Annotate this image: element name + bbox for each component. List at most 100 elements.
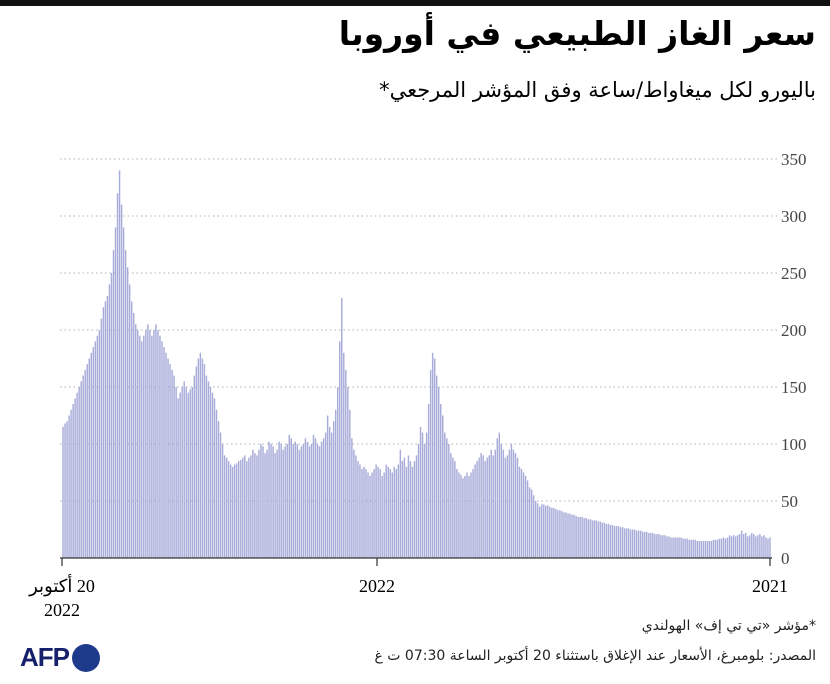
bar: [64, 423, 66, 558]
bar: [371, 472, 373, 558]
bar: [238, 461, 240, 558]
y-tick-label-300: 300: [781, 207, 807, 226]
bar: [466, 472, 468, 558]
bar: [318, 446, 321, 558]
bar: [522, 472, 525, 558]
bar: [120, 204, 123, 558]
bar: [153, 330, 155, 558]
afp-logo: AFP: [20, 642, 100, 673]
bar: [395, 469, 398, 558]
bar: [484, 461, 486, 558]
bar: [292, 444, 295, 558]
bar: [753, 534, 755, 558]
bar: [145, 330, 147, 558]
bar: [706, 540, 709, 558]
bar: [496, 438, 499, 558]
bar: [502, 449, 505, 558]
bar: [84, 369, 86, 558]
bar: [474, 464, 476, 558]
bar: [312, 434, 315, 558]
bar: [678, 537, 680, 558]
bar: [490, 449, 492, 558]
bar: [581, 516, 583, 558]
bar: [512, 449, 515, 558]
bar: [233, 464, 236, 558]
bar: [296, 444, 299, 558]
bar: [165, 352, 167, 558]
bar: [740, 530, 743, 558]
bar: [300, 446, 303, 558]
bar: [559, 510, 561, 558]
bar: [278, 441, 280, 558]
bar: [280, 444, 282, 558]
bar: [240, 459, 242, 558]
y-tick-label-100: 100: [781, 435, 807, 454]
bar: [761, 536, 763, 558]
x-tick-label-2021: 2021: [752, 576, 788, 596]
bar: [631, 529, 634, 558]
bar: [399, 449, 402, 558]
bar: [654, 534, 656, 558]
bar: [211, 392, 214, 558]
bar: [201, 358, 204, 558]
bar: [730, 536, 733, 558]
bar: [518, 466, 521, 558]
bar: [419, 426, 422, 558]
bar: [668, 536, 670, 558]
bar: [363, 466, 365, 558]
y-tick-label-50: 50: [781, 492, 798, 511]
bar: [207, 381, 210, 558]
bar: [702, 540, 705, 558]
bar: [765, 537, 767, 558]
bar: [326, 415, 329, 558]
bar: [128, 284, 131, 558]
bar: [143, 335, 145, 558]
bar: [98, 330, 101, 558]
bar: [589, 519, 591, 558]
bar: [538, 506, 541, 558]
bar: [209, 387, 212, 558]
bar: [498, 432, 501, 558]
bar: [308, 446, 311, 558]
bar: [407, 455, 410, 558]
bar: [617, 526, 620, 558]
x-tick-label-date: 20 أكتوبر: [28, 574, 95, 597]
bar: [310, 444, 313, 558]
bar: [682, 538, 684, 558]
bar: [130, 301, 133, 558]
bar: [199, 352, 202, 558]
bar: [175, 387, 177, 558]
bar: [405, 466, 408, 558]
bar: [96, 335, 99, 558]
bar: [591, 520, 593, 558]
bar: [431, 352, 434, 558]
bar: [738, 534, 741, 558]
bar: [530, 489, 533, 558]
bar: [440, 404, 442, 558]
bar: [268, 441, 270, 558]
logo-text: AFP: [20, 642, 70, 672]
bar: [613, 526, 616, 558]
bar: [282, 449, 284, 558]
bar: [442, 415, 444, 558]
bar: [276, 449, 278, 558]
bar: [747, 536, 749, 558]
bar: [494, 449, 496, 558]
bar: [108, 284, 111, 558]
bar: [415, 455, 418, 558]
bar: [290, 438, 292, 558]
bar: [492, 455, 494, 558]
bar: [623, 528, 626, 558]
bar: [561, 511, 563, 558]
bar: [690, 539, 692, 558]
bar: [393, 466, 395, 558]
bar: [672, 537, 674, 558]
bar: [332, 421, 335, 558]
bar: [714, 539, 717, 558]
bar: [343, 352, 345, 558]
bar: [585, 518, 587, 558]
bar: [520, 469, 523, 558]
bar: [448, 444, 450, 558]
bar: [231, 466, 234, 558]
bar: [433, 358, 436, 558]
